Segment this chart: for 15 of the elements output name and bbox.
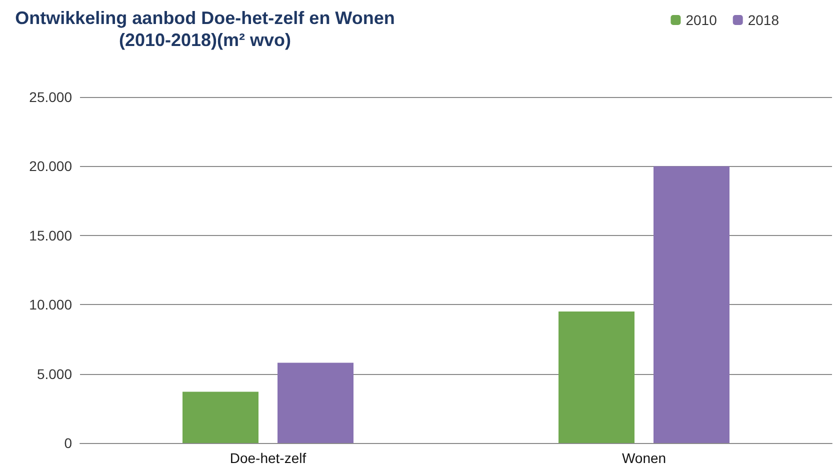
- x-tick-label: Doe-het-zelf: [230, 450, 306, 466]
- y-tick-label: 10.000: [29, 296, 72, 313]
- y-tick-label: 25.000: [29, 89, 72, 105]
- y-tick-label: 0: [64, 435, 72, 451]
- y-tick-label: 5.000: [36, 366, 72, 382]
- bar: [182, 392, 258, 443]
- x-tick-label: Wonen: [622, 450, 666, 466]
- bar: [278, 362, 354, 443]
- bar: [654, 166, 730, 443]
- chart-title: Ontwikkeling aanbod Doe-het-zelf en Wonen (2010-2018)(m² wvo): [15, 8, 395, 50]
- bar: [558, 312, 634, 443]
- legend-label: 2010: [686, 12, 718, 28]
- legend-label: 2018: [748, 12, 780, 28]
- y-tick-label: 20.000: [29, 158, 72, 174]
- y-tick-label: 15.000: [29, 227, 72, 244]
